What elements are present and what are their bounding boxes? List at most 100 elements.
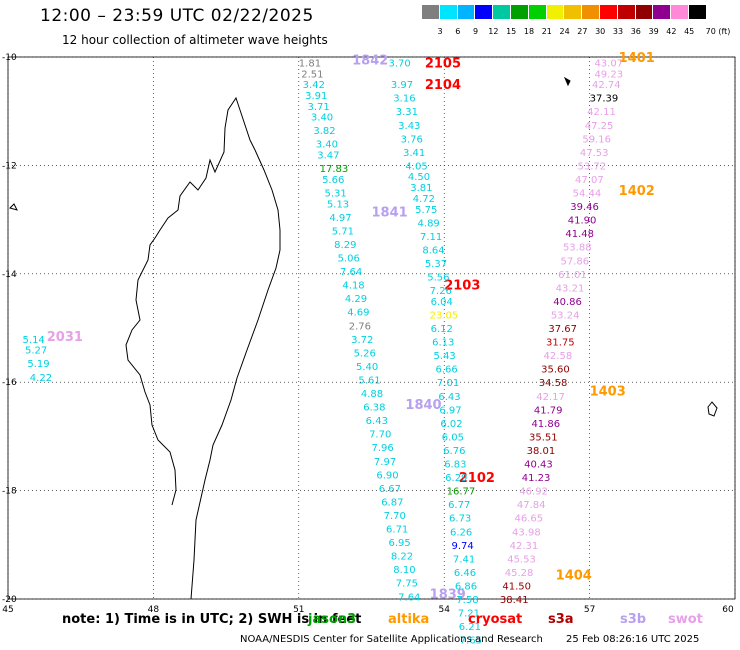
- wave-height-value: 7.26: [430, 286, 452, 297]
- coastline: [9, 76, 718, 600]
- wave-height-value: 9.74: [451, 541, 473, 552]
- satellite-legend-jason3: jason3: [308, 612, 357, 627]
- wave-height-value: 42.74: [592, 80, 621, 91]
- longitude-tick-label: 48: [148, 605, 160, 615]
- satellite-legend-s3a: s3a: [548, 612, 574, 627]
- track-d: 5.145.27 5.19 4.22: [23, 335, 53, 384]
- wave-height-value: 4.29: [345, 294, 367, 305]
- longitude-tick-label: 57: [584, 605, 595, 615]
- chart-subtitle: 12 hour collection of altimeter wave hei…: [62, 33, 328, 47]
- wave-height-value: 41.86: [531, 419, 560, 430]
- latitude-tick-label: -12: [2, 161, 17, 171]
- color-scale-label: 15: [506, 27, 517, 36]
- wave-height-value: 7.70: [369, 430, 391, 441]
- wave-height-value: 3.82: [313, 126, 335, 137]
- color-scale-label: 24: [559, 27, 570, 36]
- chart-title: 12:00 – 23:59 UTC 02/22/2025: [40, 6, 314, 26]
- satellite-legend-s3b: s3b: [620, 612, 647, 627]
- wave-height-value: 6.86: [455, 581, 477, 592]
- longitude-tick-label: 60: [722, 605, 734, 615]
- wave-height-value: 3.97: [391, 80, 413, 91]
- color-scale-swatch: [617, 5, 636, 19]
- satellite-legend-swot: swot: [668, 612, 703, 627]
- wave-height-value: 7.75: [396, 579, 418, 590]
- wave-height-value: 6.83: [444, 460, 466, 471]
- wave-height-value: 54.44: [573, 189, 602, 200]
- color-scale-swatch: [422, 5, 440, 19]
- wave-height-value: 6.29: [445, 473, 467, 484]
- color-scale-legend: 3 6 9 12 15 18 21 24 27 30 33 36 39 42 45 70 (ft): [422, 5, 730, 36]
- wave-height-value: 6.43: [438, 392, 460, 403]
- wave-height-value: 5.37: [425, 259, 447, 270]
- wave-height-value: 7.11: [420, 232, 442, 243]
- color-scale-label: 39: [648, 27, 659, 36]
- pass-time-label: 2103: [444, 279, 480, 294]
- wave-height-value: 8.22: [391, 552, 413, 563]
- wave-height-value: 6.87: [381, 497, 403, 508]
- wave-height-value: 3.40: [316, 140, 338, 151]
- wave-height-value: 5.27: [25, 346, 47, 357]
- wave-height-value: 42.58: [544, 351, 573, 362]
- color-scale-swatch: [653, 5, 672, 19]
- wave-height-value: 6.04: [431, 297, 453, 308]
- wave-height-value: 8.64: [422, 245, 444, 256]
- pass-time-label: 2105: [425, 56, 461, 71]
- wave-height-value: 42.17: [536, 392, 565, 403]
- wave-height-value: 5.26: [354, 348, 376, 359]
- wave-height-value: 37.39: [590, 94, 619, 105]
- wave-height-value: 3.42: [303, 80, 325, 91]
- color-scale-swatch: [439, 5, 458, 19]
- credit-timestamp: 25 Feb 08:26:16 UTC 2025: [566, 634, 700, 645]
- wave-height-value: 5.56: [427, 273, 449, 284]
- wave-height-value: 37.67: [548, 324, 577, 335]
- wave-height-value: 5.75: [415, 205, 437, 216]
- wave-height-value: 34.58: [539, 378, 568, 389]
- pass-time-label: 1839: [430, 588, 466, 603]
- wave-height-value: 46.65: [514, 514, 543, 525]
- pass-time-label: 2102: [459, 471, 495, 486]
- satellite-legend-altika: altika: [388, 612, 430, 627]
- wave-height-value: 3.70: [388, 58, 410, 69]
- credit-text: NOAA/NESDIS Center for Satellite Applica…: [240, 634, 543, 645]
- color-scale-swatch: [688, 5, 707, 19]
- color-scale-label: 30: [595, 27, 606, 36]
- wave-height-value: 4.97: [329, 213, 351, 224]
- wave-height-value: 3.72: [351, 335, 373, 346]
- wave-height-value: 4.18: [342, 281, 364, 292]
- color-scale-label: 42: [666, 27, 677, 36]
- wave-height-value: 4.05: [405, 161, 427, 172]
- wave-height-value: 6.46: [454, 568, 476, 579]
- wave-height-value: 6.05: [442, 432, 464, 443]
- wave-height-value: 31.75: [546, 338, 575, 349]
- wave-height-value: 3.71: [308, 102, 330, 113]
- longitude-tick-label: 45: [2, 605, 13, 615]
- footer-note: note: 1) Time is in UTC; 2) SWH is in fe…: [62, 612, 362, 627]
- pass-time-label: 1401: [619, 51, 655, 66]
- wave-height-value: 41.79: [534, 405, 563, 416]
- wave-height-value: 59.16: [582, 134, 611, 145]
- wave-height-value: 6.43: [366, 416, 388, 427]
- wave-height-value: 47.84: [517, 500, 546, 511]
- altimeter-tracks: 1.812.513.423.913.713.403.823.403.4717.8…: [23, 58, 624, 646]
- wave-height-value: 7.96: [372, 443, 394, 454]
- wave-height-value: 5.61: [358, 375, 380, 386]
- wave-height-value: 23.05: [430, 310, 459, 321]
- wave-height-value: 6.77: [448, 500, 470, 511]
- color-scale-label: 3: [437, 27, 443, 36]
- wave-height-value: 5.66: [322, 175, 344, 186]
- wave-height-value: 53.88: [563, 243, 592, 254]
- wave-height-value: 7.58: [456, 595, 478, 606]
- pass-time-label: 1842: [352, 54, 388, 69]
- wave-height-value: 4.89: [418, 218, 440, 229]
- wave-height-value: 3.40: [311, 113, 333, 124]
- wave-height-value: 6.90: [376, 470, 398, 481]
- wave-height-value: 5.43: [434, 351, 456, 362]
- wave-height-value: 8.10: [393, 565, 415, 576]
- wave-height-value: 1.81: [299, 58, 321, 69]
- wave-height-value: 45.28: [505, 568, 534, 579]
- wave-height-value: 2.76: [349, 321, 371, 332]
- color-scale-label: 70 (ft): [705, 27, 731, 36]
- color-scale-swatch: [493, 5, 511, 19]
- wave-height-value: 39.46: [570, 202, 599, 213]
